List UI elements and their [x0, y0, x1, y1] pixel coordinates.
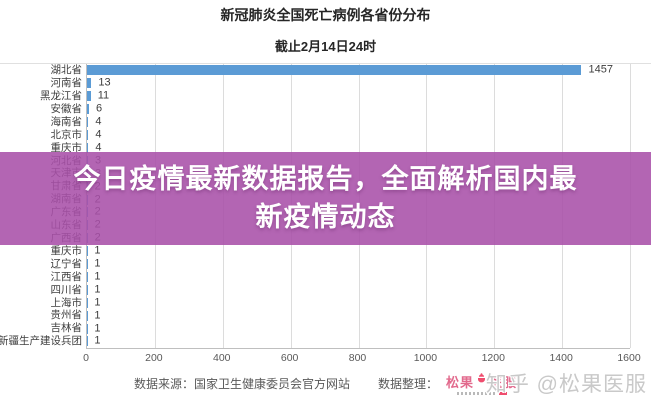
footer: 数据来源：国家卫生健康委员会官方网站 数据整理： 松果 医服 — [0, 366, 651, 400]
bar — [87, 117, 89, 128]
value-label: 1 — [94, 334, 101, 347]
bar-row: 4 — [87, 141, 630, 154]
x-tick-label: 400 — [212, 352, 231, 364]
bar — [87, 91, 91, 102]
x-tick-label: 600 — [280, 352, 299, 364]
value-label: 6 — [96, 102, 103, 115]
x-tick-label: 1200 — [481, 352, 505, 364]
logo-text: 松果 医服 — [446, 372, 517, 391]
bar — [87, 129, 89, 140]
bar-row: 6 — [87, 103, 630, 116]
category-label: 北京市 — [50, 128, 83, 141]
banner-line-1: 今日疫情最新数据报告，全面解析国内最 — [73, 164, 578, 194]
category-label: 辽宁省 — [50, 257, 83, 270]
x-axis-labels: 0 200 400 600 800 1000 1200 1400 1600 — [83, 352, 641, 366]
x-tick-label: 200 — [145, 352, 163, 364]
bar-row: 1 — [87, 271, 630, 284]
logo-subtext-dots — [456, 391, 497, 395]
category-label: 江西省 — [50, 270, 83, 283]
bar-row: 11 — [87, 90, 630, 103]
x-tick-label: 1600 — [617, 352, 641, 364]
category-label: 吉林省 — [50, 322, 83, 335]
bar — [87, 104, 90, 115]
banner-line-2: 新疫情动态 — [255, 202, 396, 232]
pinecone-cup-icon — [475, 373, 488, 389]
category-label: 安徽省 — [50, 102, 83, 115]
value-label: 4 — [95, 128, 102, 141]
logo-text-right: 医服 — [489, 374, 518, 390]
category-label: 新疆生产建设兵团 — [0, 335, 82, 348]
value-label: 1 — [94, 270, 101, 283]
category-label: 海南省 — [50, 115, 83, 128]
x-tick-label: 1400 — [549, 352, 573, 364]
value-label: 13 — [98, 76, 111, 89]
bar-row: 1457 — [87, 64, 630, 77]
category-label: 河南省 — [50, 77, 83, 90]
bar-row: 1 — [87, 296, 630, 309]
value-label: 1 — [94, 309, 101, 322]
bar-row: 13 — [87, 77, 630, 90]
x-tick-label: 0 — [83, 352, 89, 364]
data-compile-group: 数据整理： 松果 医服 — [378, 372, 517, 395]
logo-text-left: 松果 — [446, 374, 475, 390]
chart-subtitle: 截止2月14日24时 — [274, 39, 377, 54]
logo-subtext-pink-block — [498, 391, 507, 395]
category-label: 重庆市 — [50, 141, 83, 154]
category-label: 四川省 — [50, 283, 83, 296]
value-label: 4 — [95, 115, 102, 128]
chart-title: 新冠肺炎全国死亡病例各省份分布 — [220, 7, 431, 23]
value-label: 11 — [97, 89, 110, 102]
songguo-logo: 松果 医服 — [446, 372, 517, 395]
category-label: 贵州省 — [50, 309, 83, 322]
data-compile-label: 数据整理： — [377, 376, 438, 391]
value-label: 4 — [95, 141, 102, 154]
bar-row: 4 — [87, 129, 630, 142]
bar — [87, 78, 92, 89]
value-label: 1 — [94, 257, 101, 270]
value-label: 1 — [94, 283, 101, 296]
category-label: 黑龙江省 — [40, 90, 82, 103]
bar-row: 1 — [87, 335, 630, 348]
bar-row: 4 — [87, 116, 630, 129]
bar-row: 1 — [87, 309, 630, 322]
data-source-label: 数据来源：国家卫生健康委员会官方网站 — [133, 376, 350, 391]
x-tick-label: 1000 — [413, 352, 438, 364]
x-tick-label: 800 — [348, 352, 367, 364]
value-label: 1 — [94, 322, 101, 335]
value-label: 1457 — [588, 63, 613, 76]
category-label: 重庆市 — [50, 244, 83, 257]
category-label: 上海市 — [50, 296, 83, 309]
zhihu-watermark: 知乎 @松果医服 — [485, 373, 647, 396]
bar-row: 1 — [87, 258, 630, 271]
bar — [87, 142, 89, 153]
bar-row: 1 — [87, 245, 630, 258]
value-label: 1 — [94, 244, 101, 257]
bar-row: 1 — [87, 283, 630, 296]
logo-subtext — [456, 391, 507, 395]
category-label: 湖北省 — [50, 64, 83, 77]
overlay-banner: 今日疫情最新数据报告，全面解析国内最 新疫情动态 — [0, 152, 651, 245]
bar — [87, 65, 582, 76]
bar-row: 1 — [87, 322, 630, 335]
value-label: 1 — [94, 296, 101, 309]
